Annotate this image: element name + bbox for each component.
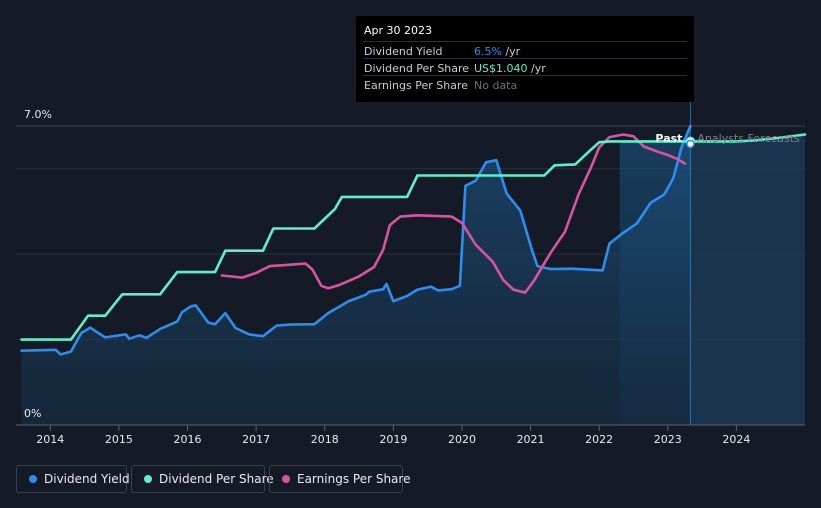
axes: Past Analysts Forecasts 7.0% 0% 2014 2015 2016…: [16, 108, 805, 446]
tooltip-row-dividend-per-share: Dividend Per Share US$1.040 /yr: [363, 58, 687, 76]
tooltip-unit: /yr: [501, 45, 521, 58]
x-tick-label: 2022: [585, 433, 613, 446]
legend-dot-icon: [282, 475, 290, 483]
dividend-yield-fill: [21, 126, 691, 425]
tooltip-unit: /yr: [527, 62, 546, 75]
x-tick-label: 2019: [379, 433, 407, 446]
tooltip-label: Dividend Yield: [364, 45, 443, 58]
legend-dividend-per-share[interactable]: Dividend Per Share: [131, 465, 274, 493]
forecast-label: Analysts Forecasts: [697, 132, 800, 145]
earnings-per-share-value: No data: [474, 79, 518, 92]
y-tick-label: 0%: [24, 407, 41, 420]
x-tick-label: 2015: [105, 433, 133, 446]
past-label: Past: [655, 132, 682, 145]
x-tick-label: 2024: [722, 433, 750, 446]
x-tick-label: 2020: [448, 433, 476, 446]
legend-earnings-per-share[interactable]: Earnings Per Share: [269, 465, 410, 493]
tooltip-value: No data: [474, 79, 517, 92]
legend-label: Dividend Yield: [44, 472, 130, 486]
legend-dividend-yield[interactable]: Dividend Yield: [16, 465, 130, 493]
tooltip-row-earnings-per-share: Earnings Per Share No data: [363, 75, 687, 93]
x-tick-label: 2018: [311, 433, 339, 446]
x-tick-label: 2021: [517, 433, 545, 446]
series-lines: [20, 124, 807, 356]
tooltip-value: US$1.040 /yr: [474, 62, 546, 75]
dividend-per-share-value: US$1.040: [474, 62, 528, 75]
tooltip: Apr 30 2023 Dividend Yield 6.5% /yr Divi…: [356, 16, 694, 102]
dividend-yield-marker: [686, 139, 695, 149]
x-tick-label: 2017: [242, 433, 270, 446]
x-tick-label: 2014: [36, 433, 64, 446]
legend-dot-icon: [144, 475, 152, 483]
y-tick-label: 7.0%: [24, 108, 52, 121]
tooltip-value: 6.5% /yr: [474, 45, 520, 58]
x-tick-label: 2016: [174, 433, 202, 446]
legend-label: Dividend Per Share: [159, 472, 274, 486]
dividend-yield-area: [21, 102, 805, 426]
earnings-per-share-line: [220, 133, 687, 294]
legend-label: Earnings Per Share: [297, 472, 411, 486]
tooltip-date: Apr 30 2023: [364, 24, 433, 37]
tooltip-row-dividend-yield: Dividend Yield 6.5% /yr: [363, 41, 687, 59]
tooltip-label: Dividend Per Share: [364, 62, 470, 75]
dividend-per-share-line: [20, 133, 807, 341]
x-tick-label: 2023: [654, 433, 682, 446]
forecast-fill: [690, 134, 805, 426]
tooltip-label: Earnings Per Share: [364, 79, 469, 92]
dividend-yield-value: 6.5%: [474, 45, 502, 58]
legend-dot-icon: [29, 475, 37, 483]
dividend-yield-line: [20, 124, 692, 356]
